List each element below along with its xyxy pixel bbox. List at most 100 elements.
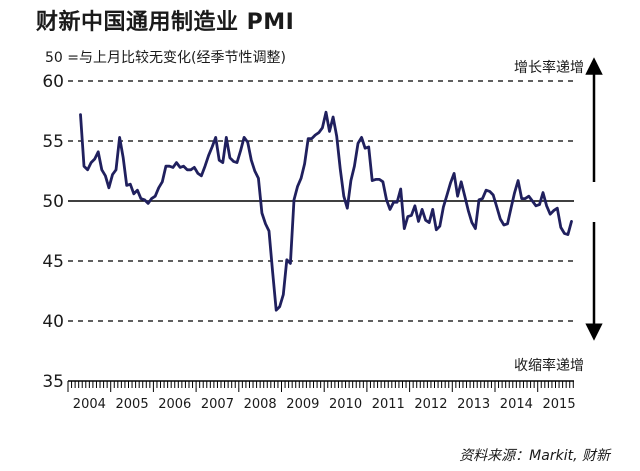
data-point xyxy=(385,198,388,201)
data-point xyxy=(243,136,246,139)
data-point xyxy=(535,204,537,207)
chart-subtitle: 50 =与上月比较无变化(经季节性调整) xyxy=(45,50,286,66)
data-point xyxy=(570,220,573,223)
data-point xyxy=(236,161,238,164)
y-tick-label: 50 xyxy=(42,192,64,212)
data-point xyxy=(143,198,146,201)
data-point xyxy=(189,168,192,171)
data-point xyxy=(204,165,206,168)
y-tick-label: 60 xyxy=(42,72,64,92)
data-point xyxy=(271,270,274,273)
data-point xyxy=(125,184,128,187)
data-point xyxy=(438,225,441,228)
data-point xyxy=(456,195,459,198)
x-tick-label: 2010 xyxy=(329,397,362,412)
data-point xyxy=(161,180,164,183)
data-point xyxy=(307,137,310,140)
data-point xyxy=(111,173,114,176)
data-point xyxy=(485,189,487,192)
y-tick-label: 35 xyxy=(42,372,64,392)
data-point xyxy=(392,201,395,204)
data-point xyxy=(499,218,502,220)
data-point xyxy=(442,206,445,208)
data-point xyxy=(474,227,477,230)
data-point xyxy=(524,197,527,200)
data-point xyxy=(118,136,121,139)
data-point xyxy=(559,226,562,229)
y-tick-label: 45 xyxy=(42,252,64,272)
data-point xyxy=(549,213,552,216)
data-point xyxy=(300,177,302,180)
x-tick-label: 2014 xyxy=(500,397,533,412)
data-point xyxy=(197,172,199,175)
data-point xyxy=(342,195,345,198)
data-point xyxy=(481,197,484,200)
data-point xyxy=(357,142,359,145)
data-point xyxy=(136,189,139,192)
data-point xyxy=(154,195,157,198)
data-point xyxy=(567,233,569,236)
data-point xyxy=(335,135,338,138)
data-point xyxy=(239,149,242,152)
data-point xyxy=(293,198,295,201)
data-point xyxy=(531,200,534,202)
x-tick-label: 2005 xyxy=(116,397,149,412)
data-point xyxy=(545,204,548,207)
data-point xyxy=(289,262,292,265)
data-point xyxy=(506,222,509,225)
data-point xyxy=(122,156,125,159)
x-tick-label: 2013 xyxy=(457,397,490,412)
data-point xyxy=(129,183,132,186)
data-point xyxy=(115,168,117,171)
data-point xyxy=(478,198,480,201)
data-point xyxy=(97,150,100,153)
data-point xyxy=(449,182,452,184)
data-point xyxy=(214,136,217,139)
x-tick-label: 2011 xyxy=(372,397,405,412)
data-point xyxy=(325,111,327,114)
data-point xyxy=(399,188,402,190)
data-point xyxy=(318,131,320,134)
data-point xyxy=(186,168,189,171)
data-point xyxy=(321,126,324,129)
data-point xyxy=(460,180,463,183)
data-point xyxy=(417,220,420,223)
data-point xyxy=(303,162,306,165)
data-point xyxy=(353,165,356,168)
data-point xyxy=(503,224,505,226)
data-point xyxy=(517,179,519,182)
x-tick-label: 2008 xyxy=(244,397,277,412)
data-point xyxy=(261,212,263,214)
data-point xyxy=(108,186,110,189)
data-point xyxy=(428,221,431,224)
data-point xyxy=(431,208,434,211)
data-point xyxy=(371,179,374,182)
data-point xyxy=(406,215,409,218)
data-point xyxy=(350,179,352,182)
data-point xyxy=(556,207,559,210)
data-point xyxy=(165,165,167,168)
data-point xyxy=(563,232,566,235)
data-point xyxy=(471,221,473,224)
data-point xyxy=(90,161,92,164)
data-point xyxy=(382,180,384,183)
data-point xyxy=(424,219,427,222)
chart-title: 财新中国通用制造业 PMI xyxy=(36,10,295,35)
x-tick-label: 2009 xyxy=(286,397,319,412)
data-point xyxy=(389,208,391,211)
data-point xyxy=(446,194,448,196)
data-point xyxy=(410,214,413,217)
data-point xyxy=(225,136,228,139)
data-point xyxy=(435,228,438,231)
data-point xyxy=(232,160,235,163)
data-point xyxy=(339,167,342,170)
data-point xyxy=(193,166,196,169)
data-point xyxy=(275,309,278,312)
data-point xyxy=(250,159,253,162)
pmi-series-line xyxy=(79,110,573,312)
data-point xyxy=(542,191,544,194)
data-point xyxy=(310,137,313,140)
data-point xyxy=(93,158,96,160)
data-point xyxy=(374,178,377,181)
